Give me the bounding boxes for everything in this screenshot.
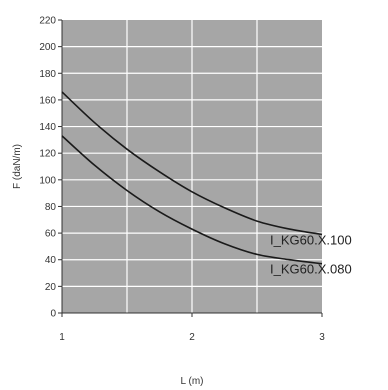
series-lines	[61, 91, 323, 265]
y-tick-label: 220	[39, 16, 56, 27]
series-labels: I_KG60.X.100 I_KG60.X.080	[270, 232, 352, 276]
series-line-2	[61, 135, 323, 265]
series-line-1	[61, 91, 323, 236]
x-tick-label: 2	[189, 332, 195, 343]
y-tick-label: 20	[45, 282, 57, 293]
axes	[58, 19, 323, 317]
x-axis-label: L (m)	[181, 376, 204, 387]
series-label-1: I_KG60.X.100	[270, 232, 352, 247]
y-tick-label: 160	[39, 95, 56, 106]
series-label-2: I_KG60.X.080	[270, 262, 352, 277]
y-tick-label: 60	[45, 229, 57, 240]
y-tick-labels: 0 20 40 60 80 100 120 140 160 180 200 220	[39, 16, 56, 320]
x-tick-label: 3	[319, 332, 325, 343]
y-tick-label: 100	[39, 175, 56, 186]
grid	[62, 20, 322, 313]
y-axis-label: F (daN/m)	[12, 144, 23, 189]
y-tick-label: 120	[39, 149, 56, 160]
y-tick-label: 40	[45, 255, 57, 266]
y-tick-label: 0	[50, 309, 56, 320]
y-tick-label: 140	[39, 122, 56, 133]
y-tick-label: 80	[45, 202, 57, 213]
y-tick-label: 180	[39, 69, 56, 80]
x-tick-labels: 1 2 3	[59, 332, 325, 343]
y-tick-label: 200	[39, 42, 56, 53]
x-tick-label: 1	[59, 332, 65, 343]
